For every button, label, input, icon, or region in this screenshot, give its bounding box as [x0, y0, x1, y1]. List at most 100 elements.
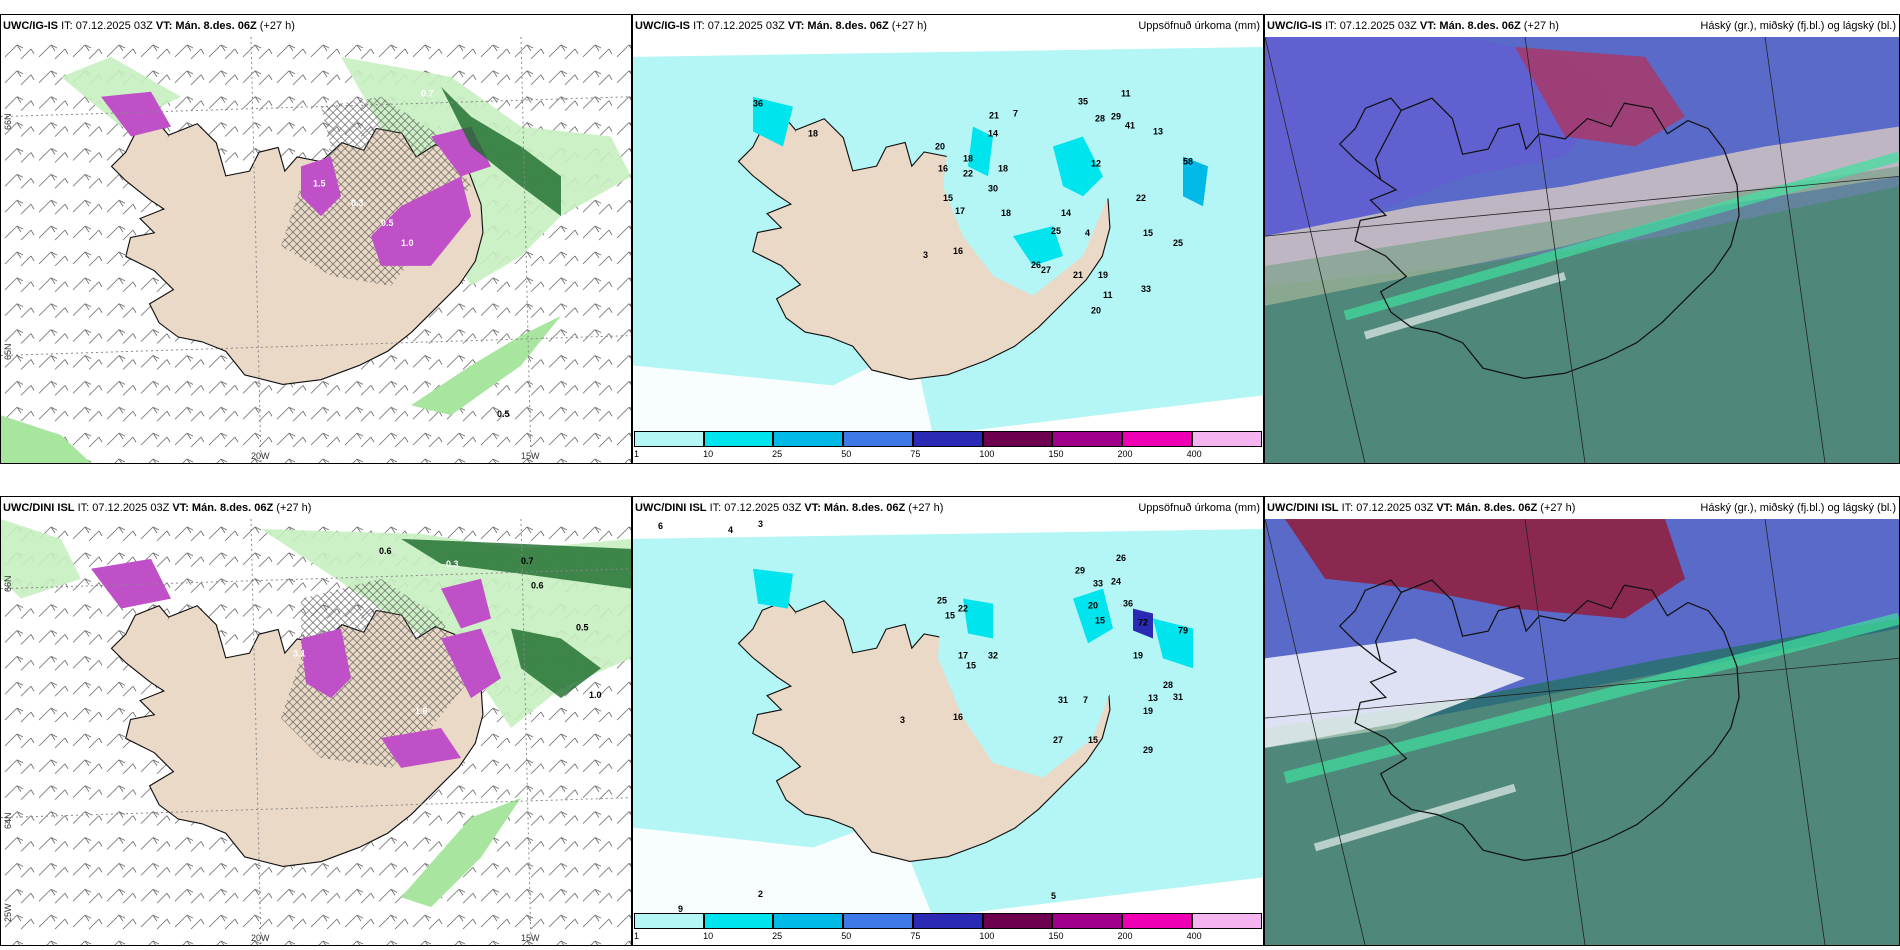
- value-label: 22: [1136, 193, 1146, 203]
- value-label: 26: [1031, 260, 1041, 270]
- value-label: 0.3: [351, 198, 364, 208]
- colorbar-tick: 400: [1186, 931, 1202, 941]
- panel-precip-igis: UWC/IG-IS IT: 07.12.2025 03Z VT: Mán. 8.…: [632, 14, 1264, 464]
- colorbar-tick: 100: [979, 931, 995, 941]
- value-label: 9: [678, 904, 683, 914]
- value-label: 5: [1051, 891, 1056, 901]
- colorbar-swatch: [773, 913, 844, 929]
- value-label: 17: [955, 206, 965, 216]
- valid-time: Mán. 8.des. 06Z: [823, 502, 906, 514]
- colorbar-swatch: [982, 913, 1053, 929]
- value-label: 31: [1058, 695, 1068, 705]
- lon-label-15w: 15W: [521, 933, 540, 943]
- panel-header: UWC/DINI ISL IT: 07.12.2025 03Z VT: Mán.…: [1, 497, 631, 519]
- colorbar-tick: 150: [1048, 449, 1064, 459]
- panel-cloud-igis: UWC/IG-IS IT: 07.12.2025 03Z VT: Mán. 8.…: [1264, 14, 1900, 464]
- colorbar-tick: 200: [1117, 449, 1133, 459]
- lat-label: 64N: [3, 812, 13, 829]
- value-label: 0.6: [531, 581, 544, 591]
- valid-time-label: VT:: [172, 502, 189, 514]
- value-label: 15: [1143, 228, 1153, 238]
- value-label: 29: [1111, 112, 1121, 122]
- value-label: 20: [935, 141, 945, 151]
- panel-header: UWC/IG-IS IT: 07.12.2025 03Z VT: Mán. 8.…: [1265, 15, 1899, 37]
- valid-time: Mán. 8.des. 06Z: [1455, 502, 1538, 514]
- panel-cloud-dini: UWC/DINI ISL IT: 07.12.2025 03Z VT: Mán.…: [1264, 496, 1900, 946]
- colorbar-swatch: [982, 431, 1053, 447]
- lead-time: (+27 h): [276, 502, 312, 514]
- colorbar-swatch: [1121, 913, 1192, 929]
- value-label: 18: [998, 163, 1008, 173]
- valid-time-label: VT:: [804, 502, 821, 514]
- model-name: UWC/IG-IS: [635, 20, 690, 32]
- value-label: 27: [1053, 735, 1063, 745]
- value-label: 3: [900, 715, 905, 725]
- value-label: 19: [1098, 270, 1108, 280]
- colorbar-tick: 1: [634, 931, 640, 941]
- colorbar-tick: 25: [772, 449, 783, 459]
- value-label: 31: [1173, 692, 1183, 702]
- value-label: 35: [1078, 97, 1088, 107]
- valid-time: Mán. 8.des. 06Z: [191, 502, 274, 514]
- value-label: 0.5: [576, 622, 589, 632]
- valid-time-label: VT:: [1419, 20, 1437, 32]
- value-label: 4: [728, 525, 733, 535]
- value-label: 36: [753, 99, 763, 109]
- colorbar: 1 10 25 50 75 100 150 200 400: [634, 913, 1262, 943]
- panel-header: UWC/DINI ISL IT: 07.12.2025 03Z VT: Mán.…: [633, 497, 1263, 519]
- panel-precip-dini: UWC/DINI ISL IT: 07.12.2025 03Z VT: Mán.…: [632, 496, 1264, 946]
- panel-wind-dini: UWC/DINI ISL IT: 07.12.2025 03Z VT: Mán.…: [0, 496, 632, 946]
- value-label: 2: [758, 889, 763, 899]
- value-label: 0.7: [421, 89, 434, 99]
- model-name: UWC/DINI ISL: [3, 502, 75, 514]
- cloud-map: [1265, 37, 1899, 463]
- value-label: 28: [1095, 114, 1105, 124]
- panel-header: UWC/IG-IS IT: 07.12.2025 03Z VT: Mán. 8.…: [1, 15, 631, 37]
- valid-time: Mán. 8.des. 06Z: [807, 20, 889, 32]
- value-label: 1.8: [415, 706, 428, 716]
- value-label: 3: [923, 250, 928, 260]
- value-label: 13: [1148, 693, 1158, 703]
- lon-label-20w: 20W: [251, 933, 270, 943]
- field-title: Háský (gr.), miðský (fj.bl.) og lágský (…: [1700, 502, 1896, 514]
- value-label: 0.7: [521, 556, 534, 566]
- wind-map: 0.3 0.5 1.5 1.0 0.7 0.5: [1, 37, 631, 463]
- init-time: IT: 07.12.2025 03Z: [1325, 20, 1417, 32]
- value-label: 25: [1173, 238, 1183, 248]
- value-label: 36: [1123, 599, 1133, 609]
- valid-time: Mán. 8.des. 06Z: [175, 20, 257, 32]
- value-label: 79: [1178, 625, 1188, 635]
- colorbar-tick: 25: [772, 931, 783, 941]
- value-label: 29: [1143, 745, 1153, 755]
- valid-time-label: VT:: [1436, 502, 1453, 514]
- field-title: Uppsöfnuð úrkoma (mm): [1138, 20, 1260, 32]
- precip-map: 35 11 28 29 41 58 36 18 7 21 20 16 18 14…: [633, 37, 1263, 463]
- value-label: 3.1: [293, 648, 306, 658]
- value-label: 15: [966, 660, 976, 670]
- value-label: 1.0: [589, 690, 602, 700]
- colorbar-swatch: [773, 431, 844, 447]
- value-label: 20: [1091, 306, 1101, 316]
- lon-label-15w: 15W: [521, 451, 540, 461]
- value-label: 11: [1103, 290, 1113, 300]
- value-label: 18: [1001, 208, 1011, 218]
- lead-time: (+27 h): [1523, 20, 1559, 32]
- value-label: 27: [1041, 265, 1051, 275]
- value-label: 15: [1095, 616, 1105, 626]
- value-label: 15: [943, 193, 953, 203]
- wind-map: 0.6 0.3 0.7 0.6 0.5 1.0 3.1 1.8: [1, 519, 631, 945]
- colorbar: 1 10 25 50 75 100 150 200 400: [634, 431, 1262, 461]
- value-label: 17: [958, 650, 968, 660]
- init-time: IT: 07.12.2025 03Z: [693, 20, 785, 32]
- colorbar-swatch: [634, 913, 704, 929]
- lat-label: 25W: [3, 903, 13, 922]
- value-label: 14: [988, 129, 998, 139]
- colorbar-swatch: [634, 431, 704, 447]
- panel-header: UWC/IG-IS IT: 07.12.2025 03Z VT: Mán. 8.…: [633, 15, 1263, 37]
- init-time: IT: 07.12.2025 03Z: [61, 20, 153, 32]
- colorbar-swatch: [912, 431, 983, 447]
- valid-time-label: VT:: [155, 20, 173, 32]
- value-label: 1.0: [401, 238, 414, 248]
- colorbar-swatch: [1191, 913, 1262, 929]
- value-label: 25: [1051, 226, 1061, 236]
